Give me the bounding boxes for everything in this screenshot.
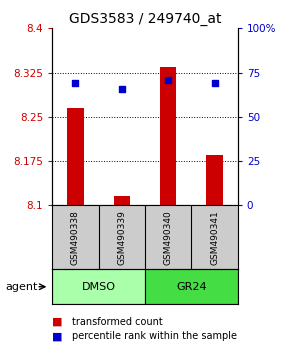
Title: GDS3583 / 249740_at: GDS3583 / 249740_at (69, 12, 221, 26)
Text: transformed count: transformed count (72, 317, 163, 327)
Point (212, 80, 217, 86)
Text: ■: ■ (52, 331, 63, 341)
Bar (145, 269, 238, 304)
Text: GR24: GR24 (176, 282, 207, 292)
Text: agent: agent (6, 282, 38, 292)
Bar (114, 196, 130, 205)
Point (166, 77, 171, 82)
Bar (206, 155, 223, 205)
Text: GSM490341: GSM490341 (210, 210, 219, 264)
Text: GSM490339: GSM490339 (117, 210, 126, 265)
Text: GSM490340: GSM490340 (164, 210, 173, 264)
Point (73, 80, 78, 86)
Bar (160, 67, 176, 205)
Bar (67, 108, 84, 205)
Text: percentile rank within the sample: percentile rank within the sample (72, 331, 238, 341)
Text: GSM490338: GSM490338 (71, 210, 80, 265)
Text: ■: ■ (52, 317, 63, 327)
Point (119, 86, 124, 91)
Bar (52, 269, 145, 304)
Text: DMSO: DMSO (81, 282, 116, 292)
